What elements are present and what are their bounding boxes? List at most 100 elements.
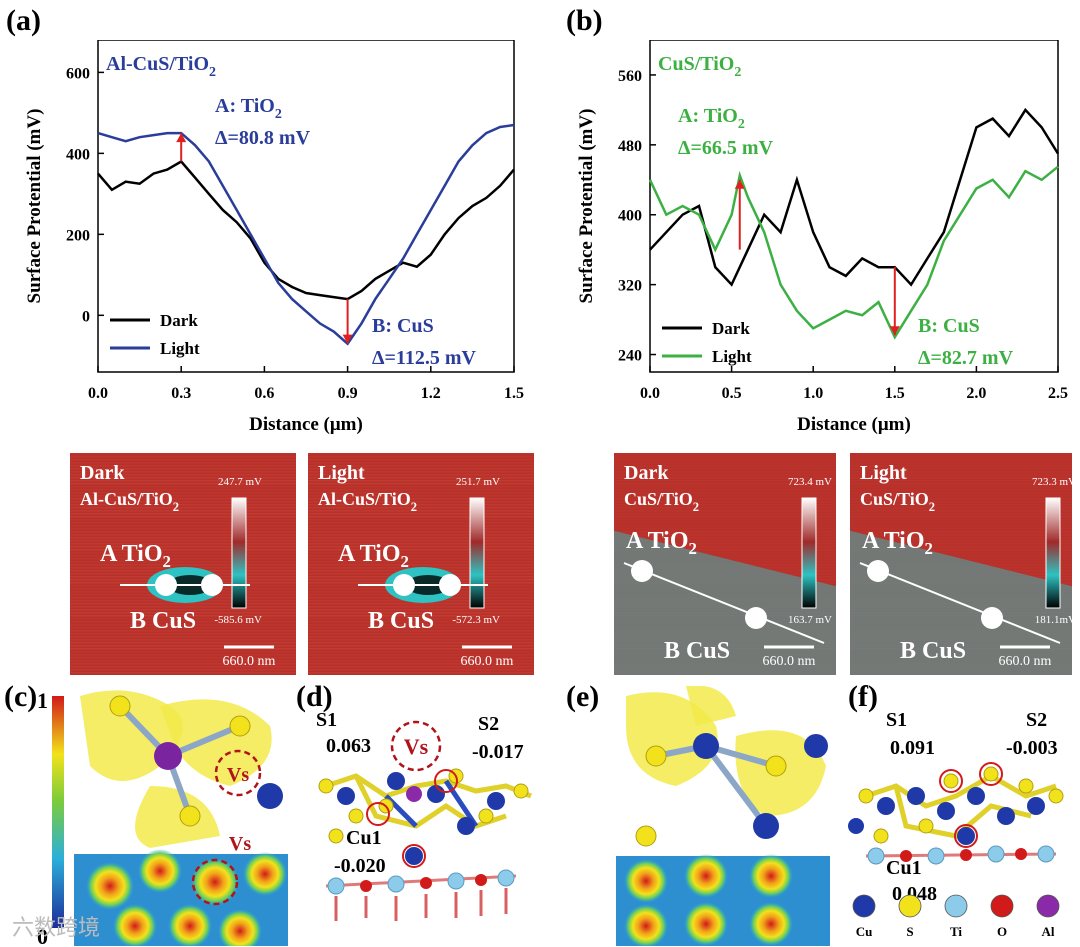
- map-streak: [70, 609, 296, 611]
- map-streak: [308, 636, 534, 638]
- map-streak: [614, 537, 836, 539]
- d-s2-value: -0.017: [472, 741, 524, 763]
- map-streak: [70, 615, 296, 617]
- map-streak: [614, 528, 836, 530]
- legend-label-dark: Dark: [160, 311, 198, 330]
- colorbar-max: 1: [37, 688, 48, 713]
- map-streak: [308, 603, 534, 605]
- map-streak: [614, 546, 836, 548]
- f-s1-label: S1: [886, 709, 907, 731]
- y-tick-label: 400: [618, 208, 642, 225]
- map-a-label: A TiO2: [626, 528, 697, 558]
- d-s1-value: 0.063: [326, 735, 371, 757]
- map-streak: [70, 489, 296, 491]
- y-tick-label: 480: [618, 138, 642, 155]
- atom-legend-o-swatch: [990, 894, 1014, 918]
- map-streak: [70, 630, 296, 632]
- chart-b: 0.0 0.5 1.0 1.5 2.0 2.5 240 320 400 480 560 Distanc…: [576, 40, 1068, 435]
- annotation-a-label: A: TiO2: [678, 105, 745, 132]
- map-streak: [308, 621, 534, 623]
- map-streak: [308, 471, 534, 473]
- delta-arrowhead-1: [889, 326, 900, 336]
- map-streak: [308, 516, 534, 518]
- map-point-b: [981, 607, 1003, 629]
- map-streak: [614, 459, 836, 461]
- map-streak: [70, 465, 296, 467]
- map-streak: [308, 669, 534, 671]
- map-streak: [614, 513, 836, 515]
- map-streak: [70, 642, 296, 644]
- map-streak: [614, 510, 836, 512]
- map-streak: [70, 618, 296, 620]
- map-streak: [70, 654, 296, 656]
- panel-e-figure: [616, 686, 830, 946]
- panel-f-figure: S1 0.091 S2 -0.003 Cu1 0.048 Cu S Ti O Al: [848, 709, 1064, 939]
- f-cu1-label: Cu1: [886, 857, 922, 879]
- map-b-label: B CuS: [368, 608, 434, 634]
- map-streak: [614, 522, 836, 524]
- d-cu1-label: Cu1: [346, 827, 382, 849]
- map-streak: [850, 525, 1072, 527]
- map-streak: [850, 552, 1072, 554]
- map-streak: [70, 501, 296, 503]
- map-streak: [308, 540, 534, 542]
- vs-label-c-top: Vs: [227, 764, 249, 786]
- map-streak: [308, 507, 534, 509]
- x-tick-label: 0.3: [171, 385, 191, 402]
- map-streak: [308, 519, 534, 521]
- map-streak: [70, 534, 296, 536]
- map-streak: [70, 639, 296, 641]
- map-streak: [70, 528, 296, 530]
- map-streak: [308, 492, 534, 494]
- map-streak: [614, 489, 836, 491]
- map-streak: [850, 510, 1072, 512]
- panel-label-a: (a): [6, 4, 41, 37]
- y-tick-label: 600: [66, 65, 90, 82]
- f-s2-value: -0.003: [1006, 737, 1058, 759]
- map-streak: [308, 609, 534, 611]
- annotation-a-label: A: TiO2: [215, 95, 282, 122]
- map-streak: [308, 477, 534, 479]
- map-streak: [850, 516, 1072, 518]
- map-streak: [850, 498, 1072, 500]
- map-point-b: [745, 607, 767, 629]
- map-streak: [70, 540, 296, 542]
- map-streak: [308, 546, 534, 548]
- map-mode-label: Dark: [624, 462, 669, 484]
- chart-a: 0.0 0.3 0.6 0.9 1.2 1.5 0 200 400 600 Distance (μm…: [24, 40, 524, 435]
- x-tick-label: 1.0: [803, 385, 823, 402]
- map-streak: [308, 651, 534, 653]
- map-streak: [614, 525, 836, 527]
- map-streak: [308, 504, 534, 506]
- map-streak: [70, 537, 296, 539]
- x-tick-label: 0.0: [88, 385, 108, 402]
- map-point-a: [393, 574, 415, 596]
- map-streak: [614, 492, 836, 494]
- atom-legend-ti-label: Ti: [950, 924, 962, 939]
- map-streak: [70, 519, 296, 521]
- map-streak: [308, 483, 534, 485]
- map-streak: [308, 642, 534, 644]
- map-streak: [70, 669, 296, 671]
- map-streak: [70, 603, 296, 605]
- map-streak: [614, 453, 836, 455]
- map-streak: [308, 672, 534, 674]
- map-point-a: [155, 574, 177, 596]
- map-streak: [308, 612, 534, 614]
- map-streak: [308, 627, 534, 629]
- chart-title: Al-CuS/TiO2: [106, 53, 216, 80]
- map-streak: [308, 543, 534, 545]
- map-streak: [308, 666, 534, 668]
- map-streak: [70, 648, 296, 650]
- legend-label-light: Light: [160, 339, 200, 358]
- map-streak: [614, 468, 836, 470]
- map-streak: [308, 645, 534, 647]
- series-dark-line: [97, 159, 515, 301]
- map-min-label: 181.1mV: [1035, 614, 1072, 626]
- map-streak: [614, 540, 836, 542]
- legend-label-dark: Dark: [712, 319, 750, 338]
- map-streak: [70, 516, 296, 518]
- x-tick-label: 0.9: [338, 385, 358, 402]
